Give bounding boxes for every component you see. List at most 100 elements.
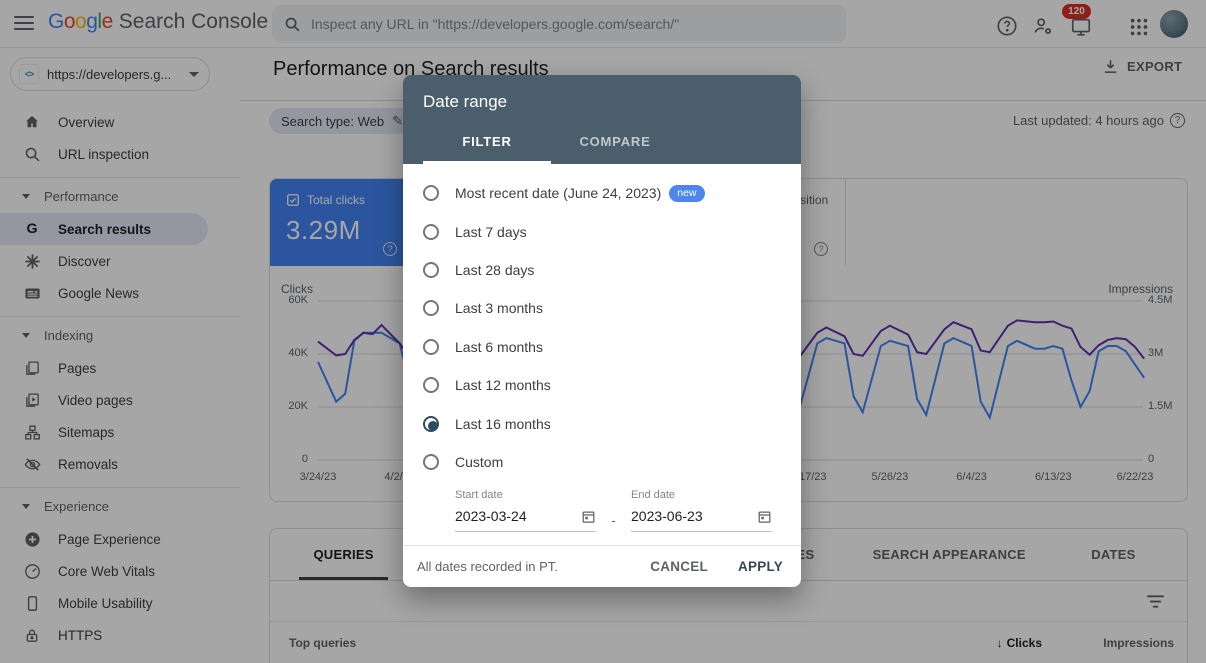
start-date-field[interactable]: Start date <box>455 489 596 533</box>
url-inspect-searchbox[interactable] <box>272 5 846 43</box>
end-date-input[interactable] <box>631 508 741 525</box>
sidebar-item-video-pages[interactable]: Video pages <box>0 384 240 416</box>
sitemaps-icon <box>22 422 42 442</box>
date-option-last-6-months[interactable]: Last 6 months <box>423 328 781 366</box>
apply-button[interactable]: APPLY <box>737 559 783 574</box>
dialog-tabs: FILTER COMPARE <box>423 134 679 164</box>
dialog-body: Most recent date (June 24, 2023) new Last … <box>403 164 801 533</box>
right-axis-tick: 1.5M <box>1148 400 1173 412</box>
sidebar-section-performance[interactable]: Performance <box>0 184 240 208</box>
help-circle-icon[interactable]: ? <box>383 242 397 256</box>
date-option-most-recent-date-june-24-2023-[interactable]: Most recent date (June 24, 2023) new <box>423 174 781 212</box>
menu-icon[interactable] <box>14 16 34 31</box>
column-header-clicks[interactable]: ↓ Clicks <box>922 636 1042 650</box>
sidebar-item-mobile-usability[interactable]: Mobile Usability <box>0 587 240 619</box>
radio-icon[interactable] <box>423 185 439 202</box>
tab-label: QUERIES <box>299 547 388 580</box>
home-icon <box>22 112 42 132</box>
svg-text:G: G <box>26 221 37 237</box>
sidebar-item-removals[interactable]: Removals <box>0 448 240 480</box>
table-filter-row <box>270 581 1187 622</box>
cancel-button[interactable]: CANCEL <box>650 559 708 574</box>
collapse-caret-icon <box>22 193 30 199</box>
radio-icon[interactable] <box>423 300 439 317</box>
sidebar-divider <box>0 177 240 178</box>
date-option-last-3-months[interactable]: Last 3 months <box>423 289 781 327</box>
sidebar-section-indexing[interactable]: Indexing <box>0 323 240 347</box>
last-updated: Last updated: 4 hours ago ? <box>1013 113 1185 128</box>
sidebar-section-label: Performance <box>44 188 119 204</box>
app-logo[interactable]: Google Search Console <box>48 10 268 34</box>
date-option-last-16-months[interactable]: Last 16 months <box>423 404 781 442</box>
radio-icon[interactable] <box>423 377 439 394</box>
sidebar-item-url-inspection[interactable]: URL inspection <box>0 138 240 170</box>
date-option-last-28-days[interactable]: Last 28 days <box>423 251 781 289</box>
export-label: EXPORT <box>1127 59 1183 74</box>
filter-icon[interactable] <box>1146 594 1165 609</box>
video-pages-icon <box>22 390 42 410</box>
custom-date-inputs: Start date - End date <box>423 481 781 533</box>
column-header-impressions[interactable]: Impressions <box>1103 635 1174 650</box>
search-type-chip[interactable]: Search type: Web ✎ <box>269 108 415 134</box>
dialog-tab-filter[interactable]: FILTER <box>423 134 551 164</box>
sidebar-item-core-web-vitals[interactable]: Core Web Vitals <box>0 555 240 587</box>
date-option-last-7-days[interactable]: Last 7 days <box>423 212 781 250</box>
calendar-icon[interactable] <box>757 509 772 524</box>
account-avatar[interactable] <box>1160 10 1188 38</box>
metric-card-value: 3.29M <box>286 215 361 245</box>
sidebar-section-experience[interactable]: Experience <box>0 494 240 518</box>
property-selector[interactable]: < > https://developers.g... <box>10 57 210 91</box>
url-inspect-input[interactable] <box>311 16 834 32</box>
sidebar-item-https[interactable]: HTTPS <box>0 619 240 651</box>
column-header-top-queries[interactable]: Top queries <box>289 635 357 650</box>
removals-icon <box>22 454 42 474</box>
calendar-icon[interactable] <box>581 509 596 524</box>
end-date-field[interactable]: End date <box>631 489 772 533</box>
date-option-custom[interactable]: Custom <box>423 443 781 481</box>
apps-grid-icon[interactable] <box>1128 16 1150 38</box>
tab-queries[interactable]: QUERIES <box>270 529 417 580</box>
x-axis-tick: 6/22/23 <box>1116 471 1154 483</box>
right-axis-tick: 0 <box>1148 453 1155 465</box>
tab-label: DATES <box>1091 547 1136 562</box>
x-axis-tick: 6/13/23 <box>1034 471 1072 483</box>
pages-icon <box>22 358 42 378</box>
export-button[interactable]: EXPORT <box>1102 58 1182 75</box>
radio-selected-icon[interactable] <box>423 415 439 432</box>
radio-icon[interactable] <box>423 338 439 355</box>
radio-icon[interactable] <box>423 223 439 240</box>
start-date-input[interactable] <box>455 508 565 525</box>
radio-icon[interactable] <box>423 453 439 470</box>
help-circle-icon[interactable]: ? <box>814 242 828 256</box>
sidebar-item-page-experience[interactable]: Page Experience <box>0 523 240 555</box>
last-updated-label: Last updated: 4 hours ago <box>1012 113 1164 128</box>
sidebar-item-discover[interactable]: Discover <box>0 245 240 277</box>
sidebar-item-search-results[interactable]: G Search results <box>0 213 208 245</box>
checkbox-checked-icon[interactable] <box>286 193 300 207</box>
sidebar-item-pages[interactable]: Pages <box>0 352 240 384</box>
notifications-icon[interactable] <box>1070 16 1092 38</box>
sidebar-item-google-news[interactable]: Google News <box>0 277 240 309</box>
date-option-label: Last 3 months <box>455 300 543 317</box>
sidebar-item-label: Core Web Vitals <box>58 563 156 579</box>
date-range-dialog-header: Date range FILTER COMPARE <box>403 75 801 164</box>
help-icon[interactable] <box>996 15 1018 37</box>
logo-google-wordmark: Google <box>48 10 113 33</box>
date-option-label: Last 6 months <box>455 338 543 355</box>
user-settings-icon[interactable] <box>1032 15 1054 37</box>
date-option-last-12-months[interactable]: Last 12 months <box>423 366 781 404</box>
metric-card-total-clicks[interactable]: Total clicks 3.29M? <box>270 179 414 266</box>
date-option-label: Last 12 months <box>455 377 551 394</box>
sidebar-item-sitemaps[interactable]: Sitemaps <box>0 416 240 448</box>
radio-icon[interactable] <box>423 261 439 278</box>
help-circle-icon[interactable]: ? <box>1170 113 1185 128</box>
tab-dates[interactable]: DATES <box>1040 529 1187 580</box>
right-axis-title: Impressions <box>1108 282 1173 296</box>
sidebar-item-label: Google News <box>58 285 140 301</box>
tab-search-appearance[interactable]: SEARCH APPEARANCE <box>859 529 1040 580</box>
sidebar-item-overview[interactable]: Overview <box>0 106 240 138</box>
dialog-tab-compare[interactable]: COMPARE <box>579 134 651 149</box>
left-axis-tick: 60K <box>288 294 308 306</box>
sidebar-divider <box>0 316 240 317</box>
left-axis-tick: 40K <box>288 347 308 359</box>
